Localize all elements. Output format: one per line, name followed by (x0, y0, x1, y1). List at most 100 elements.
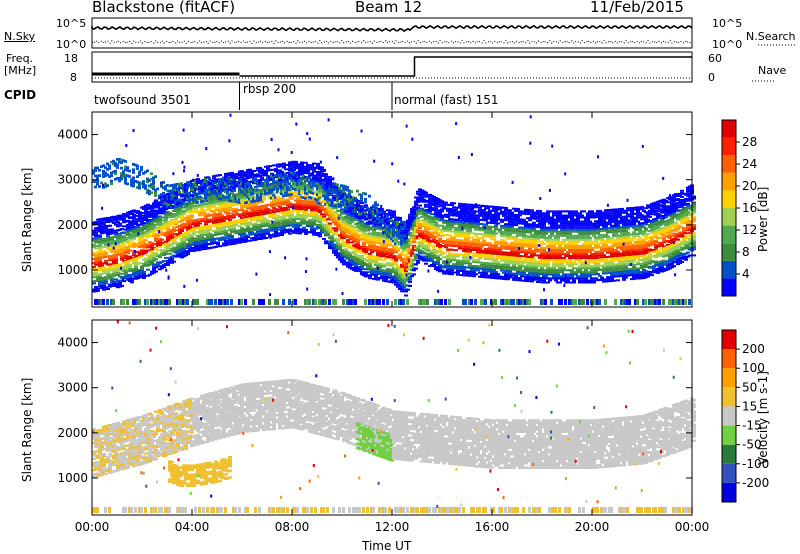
power-cell (220, 232, 224, 235)
power-cell (370, 251, 374, 254)
power-cell (436, 257, 440, 259)
power-cell (274, 176, 278, 179)
power-cell (388, 276, 392, 279)
power-cell (174, 255, 178, 258)
power-cell (442, 215, 446, 218)
power-cell (370, 210, 373, 214)
power-cell (260, 209, 264, 212)
power-cell (378, 242, 382, 245)
power-cell (194, 179, 197, 183)
power-cell (174, 217, 178, 219)
power-cell (172, 194, 175, 198)
power-cell (418, 227, 422, 229)
power-cell (398, 253, 402, 256)
power-cell (258, 299, 261, 305)
power-cell (318, 184, 322, 187)
power-cell (120, 272, 124, 275)
power-cell (130, 279, 134, 282)
power-cell (314, 213, 318, 216)
power-cell (158, 299, 161, 305)
power-cell (410, 275, 414, 278)
power-cell (402, 249, 406, 252)
power-cell (336, 252, 340, 255)
power-cell (126, 299, 129, 305)
power-cell (104, 259, 108, 262)
power-cell (432, 254, 436, 257)
power-cell (456, 267, 460, 270)
power-cell (250, 186, 253, 190)
power-cell (288, 177, 291, 180)
power-cell (380, 228, 384, 231)
power-cell (402, 220, 405, 224)
power-cell (112, 170, 115, 174)
power-cell (324, 173, 328, 176)
power-cell (282, 215, 286, 218)
power-cell (336, 238, 340, 241)
power-cell (100, 299, 103, 305)
power-cell (346, 194, 349, 197)
power-cell (256, 199, 259, 202)
power-cell (106, 271, 110, 274)
power-cell (256, 183, 259, 186)
power-cell (186, 299, 189, 305)
power-cell (154, 258, 158, 261)
power-cell (146, 264, 150, 267)
power-cell (140, 231, 144, 233)
power-cell (188, 207, 192, 210)
power-cell (204, 180, 207, 184)
power-cell (182, 247, 186, 250)
power-cell (312, 181, 315, 184)
power-cell (366, 233, 370, 236)
power-cell (340, 200, 343, 204)
power-cell (266, 224, 270, 227)
nave-tick-top: 60 (708, 52, 722, 65)
power-cell (380, 218, 383, 222)
power-cell (284, 180, 287, 184)
power-cell (366, 215, 369, 218)
power-cell (368, 275, 372, 278)
power-cell (260, 182, 263, 185)
power-cell (356, 254, 360, 257)
power-cell (350, 255, 354, 258)
power-cell (352, 252, 356, 255)
power-cell (402, 272, 406, 274)
power-cell (118, 222, 122, 225)
power-cell (188, 199, 191, 203)
power-cell (162, 266, 166, 269)
power-cell (174, 237, 178, 240)
power-cell (106, 235, 110, 238)
power-cell (184, 192, 187, 196)
power-cell (246, 190, 249, 193)
power-cell (96, 287, 100, 290)
power-cell (272, 215, 276, 218)
power-cell (146, 191, 149, 194)
power-cell (404, 264, 408, 266)
power-cell (92, 251, 96, 254)
power-cell (158, 219, 162, 222)
power-cell (422, 299, 425, 305)
power-cell (258, 196, 261, 199)
power-cell (236, 181, 239, 185)
power-cell (230, 183, 233, 187)
power-cell (172, 183, 175, 187)
power-cell (118, 275, 122, 278)
power-cell (406, 244, 410, 246)
power-cell (232, 216, 236, 219)
power-cell (352, 204, 355, 208)
power-cell (258, 227, 262, 230)
power-cell (384, 247, 388, 250)
power-cell (360, 261, 364, 263)
power-cell (322, 193, 326, 196)
power-cell (98, 238, 102, 241)
power-cell (184, 299, 187, 305)
power-cell (448, 256, 452, 259)
power-cell (204, 241, 208, 244)
power-cell (220, 218, 224, 221)
power-cell (114, 262, 118, 265)
power-cell (406, 227, 410, 230)
power-cell (94, 247, 98, 250)
power-cell (218, 184, 221, 187)
power-cell (256, 216, 260, 218)
power-cell (206, 188, 209, 192)
power-cell (114, 278, 118, 281)
